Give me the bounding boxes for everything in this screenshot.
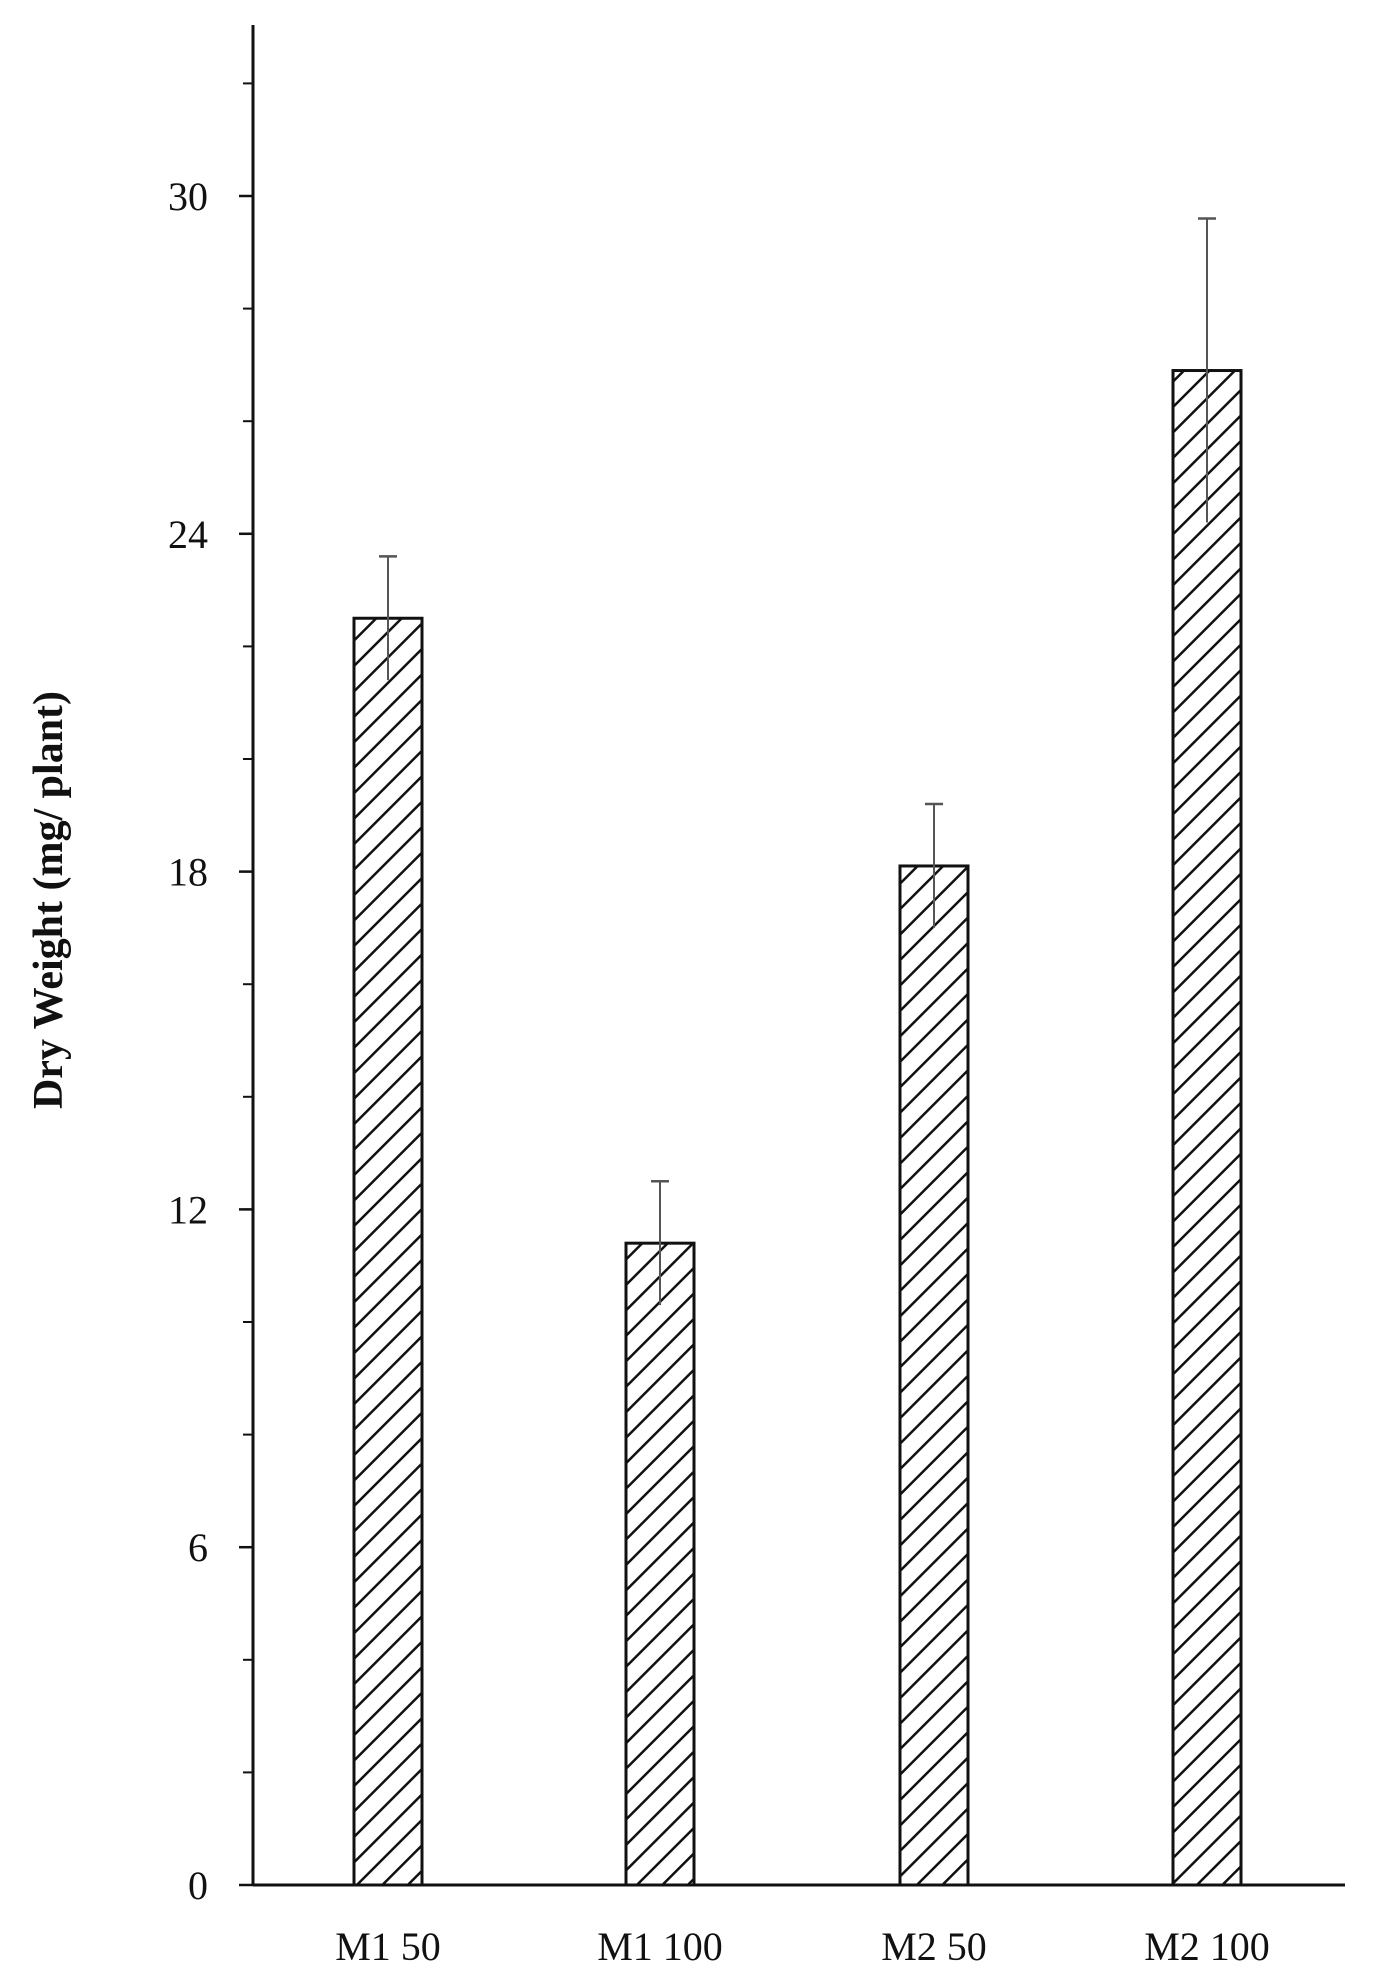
y-tick-label: 24: [168, 512, 208, 557]
y-tick-label: 12: [168, 1187, 208, 1232]
x-category-label: M2 100: [1144, 1924, 1270, 1969]
bar: [1171, 369, 1243, 1887]
x-category-label: M1 50: [335, 1924, 441, 1969]
y-tick-label: 18: [168, 850, 208, 895]
bar: [624, 1241, 696, 1887]
x-category-label: M2 50: [881, 1924, 987, 1969]
y-tick-label: 6: [188, 1525, 208, 1570]
bar: [352, 616, 424, 1887]
y-tick-label: 0: [188, 1863, 208, 1908]
y-axis-title: Dry Weight (mg/ plant): [26, 691, 72, 1109]
x-category-label: M1 100: [597, 1924, 723, 1969]
plot-area: 0 6 12 18 24 30 M1 50 M1 100 M2 50 M2 100: [168, 25, 1345, 1969]
y-tick-label: 30: [168, 174, 208, 219]
bar: [898, 864, 970, 1887]
